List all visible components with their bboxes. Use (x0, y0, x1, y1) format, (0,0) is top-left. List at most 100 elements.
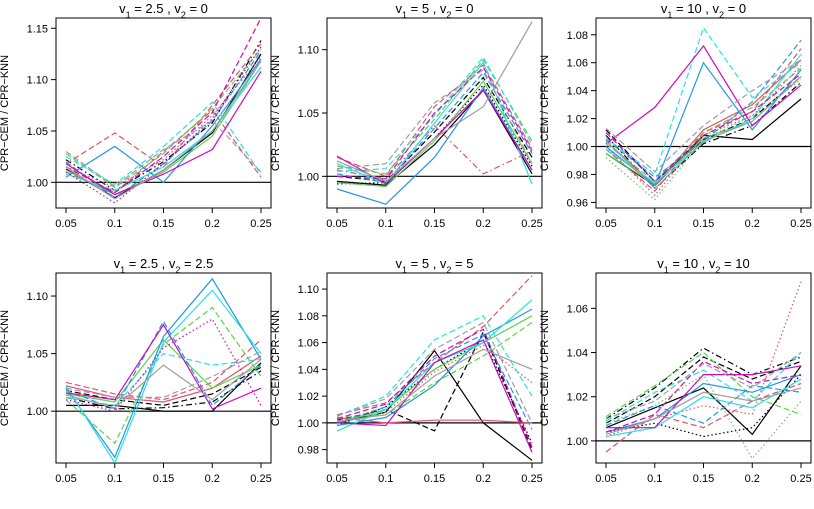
series-line-8 (605, 67, 802, 183)
y-tick-label: 1.04 (567, 348, 588, 360)
series-line-7 (65, 306, 262, 445)
series-line-13 (336, 339, 533, 453)
y-tick-label: 1.10 (27, 75, 48, 87)
series-line-16 (605, 352, 802, 420)
series-group (336, 275, 533, 461)
series-line-12 (65, 323, 262, 410)
series-line-9 (65, 320, 262, 410)
series-line-14 (605, 44, 802, 145)
series-line-16 (336, 321, 533, 424)
y-tick-label: 1.00 (27, 177, 48, 189)
series-line-14 (65, 358, 262, 409)
panel-1: 0.05 0.1 0.15 0.2 0.25 1.00 1.05 1.10 1.15 CPR−CE… (0, 1, 272, 230)
y-tick-label: 1.05 (27, 126, 48, 138)
series-line-13 (606, 365, 802, 429)
series-line-17 (605, 59, 802, 173)
x-tick-label: 0.1 (107, 473, 122, 485)
series-line-4 (336, 416, 533, 424)
y-tick-label: 0.98 (298, 445, 319, 457)
series-line-8 (605, 373, 802, 460)
series-group (336, 21, 533, 205)
plot-frame (326, 272, 543, 464)
y-axis-label: CPR−CEM / CPR−KNN (0, 310, 11, 426)
series-line-8 (65, 277, 262, 459)
x-tick-label: 0.15 (424, 218, 445, 230)
x-tick-label: 0.05 (326, 473, 347, 485)
y-axis-label: CPR−CEM / CPR−KNN (270, 310, 282, 426)
panel-title: v1 = 2.5 , v2 = 2.5 (114, 256, 214, 275)
panel-title: v1 = 10 , v2 = 0 (661, 1, 746, 20)
series-line-11 (336, 299, 533, 432)
x-tick-label: 0.1 (378, 218, 393, 230)
y-tick-label: 1.00 (298, 418, 319, 430)
series-line-8 (336, 86, 533, 205)
panel-5: 0.05 0.1 0.15 0.2 0.25 0.98 1.00 1.02 1.04 1.06 1.… (270, 256, 543, 485)
y-tick-label: 1.10 (27, 291, 48, 303)
series-line-7 (65, 48, 262, 189)
y-tick-label: 1.10 (298, 284, 319, 296)
series-line-4 (65, 355, 262, 403)
panel-4: 0.05 0.1 0.15 0.2 0.25 1.00 1.05 1.10 CPR−CEM / … (0, 256, 272, 485)
y-tick-label: 1.00 (27, 406, 48, 418)
series-line-10 (65, 289, 262, 463)
x-tick-label: 0.2 (745, 473, 760, 485)
series-line-5 (65, 56, 262, 189)
y-tick-label: 1.06 (298, 338, 319, 350)
y-tick-label: 0.98 (567, 169, 588, 181)
series-line-7 (605, 351, 802, 418)
y-tick-label: 1.04 (298, 364, 319, 376)
y-tick-label: 1.15 (27, 23, 48, 35)
x-tick-label: 0.2 (745, 218, 760, 230)
panel-3: 0.05 0.1 0.15 0.2 0.25 0.96 0.98 1.00 1.02 1.04 1.… (539, 1, 812, 230)
panel-2: 0.05 0.1 0.15 0.2 0.25 1.00 1.05 1.10 CPR−CEM / … (270, 1, 543, 230)
x-tick-label: 0.05 (595, 473, 616, 485)
x-tick-label: 0.05 (55, 473, 76, 485)
series-line-6 (336, 344, 533, 421)
series-line-11 (336, 56, 533, 172)
x-tick-label: 0.25 (250, 473, 271, 485)
y-axis-label: CPR−CEM / CPR−KNN (270, 55, 282, 171)
y-axis-label: CPR−CEM / CPR−KNN (0, 55, 11, 171)
y-tick-label: 0.96 (567, 197, 588, 209)
series-line-9 (65, 50, 262, 199)
y-tick-label: 1.08 (298, 311, 319, 323)
series-line-14 (336, 328, 533, 448)
series-line-5 (65, 339, 262, 401)
series-line-10 (336, 61, 533, 185)
x-tick-label: 0.1 (107, 218, 122, 230)
series-line-4 (336, 63, 533, 178)
y-tick-label: 1.00 (298, 171, 319, 183)
x-tick-label: 0.25 (250, 218, 271, 230)
series-line-8 (336, 322, 533, 419)
y-tick-label: 1.06 (567, 303, 588, 315)
series-line-5 (336, 124, 533, 180)
series-line-2 (605, 356, 802, 424)
plot-frame (55, 272, 272, 464)
y-tick-label: 1.08 (567, 30, 588, 42)
y-axis-label: CPR−CEM / CPR−KNN (539, 55, 551, 171)
series-line-4 (605, 374, 802, 438)
series-line-12 (605, 352, 802, 422)
series-line-11 (65, 352, 262, 407)
x-tick-label: 0.05 (55, 218, 76, 230)
series-group (65, 277, 262, 463)
series-line-15 (336, 348, 533, 423)
series-line-1 (65, 53, 262, 199)
series-line-2 (65, 366, 262, 407)
series-line-15 (336, 69, 533, 170)
series-line-13 (65, 318, 262, 412)
x-tick-label: 0.15 (693, 473, 714, 485)
panel-title: v1 = 5 , v2 = 0 (396, 1, 474, 20)
x-tick-label: 0.2 (205, 218, 220, 230)
series-line-14 (336, 21, 533, 183)
x-tick-label: 0.15 (693, 218, 714, 230)
series-line-16 (605, 76, 802, 190)
series-line-15 (605, 387, 802, 435)
series-line-15 (65, 350, 262, 398)
series-line-13 (605, 26, 802, 176)
y-tick-label: 1.06 (567, 58, 588, 70)
series-line-5 (336, 275, 533, 416)
plot-frame (55, 17, 272, 209)
series-line-14 (605, 360, 802, 433)
